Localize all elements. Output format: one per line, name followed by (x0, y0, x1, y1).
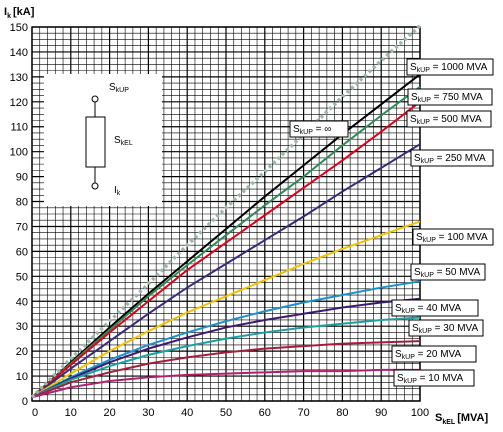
series-line (31, 316, 421, 399)
series-lines (30, 24, 422, 399)
series-line (30, 24, 422, 399)
y-tick-label: 100 (10, 147, 28, 159)
series-label: SkUP = 1000 MVA (410, 62, 488, 74)
plot-frame (31, 26, 421, 402)
y-axis-label: Ik [kA] (4, 6, 35, 20)
series-label: SkUP = 100 MVA (416, 232, 488, 244)
series-label-box (406, 58, 494, 76)
series-label: SkUP = 20 MVA (395, 349, 461, 361)
series-label: SkUP = 10 MVA (397, 373, 463, 385)
x-tick-label: 0 (32, 407, 38, 419)
y-tick-label: 90 (16, 172, 28, 184)
series-label-box (289, 120, 349, 138)
series-line (31, 340, 421, 399)
x-tick-label: 20 (103, 407, 115, 419)
series-label-box (407, 88, 493, 106)
series-label: SkUP = 250 MVA (414, 153, 486, 165)
y-tick-label: 140 (10, 47, 28, 59)
y-tick-label: 120 (10, 97, 28, 109)
x-tick-label: 100 (411, 407, 429, 419)
y-tick-label: 110 (10, 122, 28, 134)
series-label-box (391, 299, 479, 317)
series-label: SkUP = 500 MVA (410, 114, 482, 126)
x-tick-label: 60 (259, 407, 271, 419)
series-label: SkUP = 50 MVA (414, 267, 480, 279)
series-line (31, 143, 421, 399)
inset-impedance (85, 116, 106, 168)
y-tick-label: 30 (16, 321, 28, 333)
series-label-box (393, 369, 475, 387)
y-tick-label: 40 (16, 296, 28, 308)
series-line (31, 101, 421, 399)
inset-terminal-top (91, 95, 99, 103)
series-label-box (408, 319, 484, 337)
x-axis-label: SkEL [MVA] (435, 412, 488, 426)
series-label-box (406, 110, 492, 128)
y-tick-label: 60 (16, 246, 28, 258)
inset-terminal-bottom (91, 182, 99, 190)
x-tick-label: 30 (142, 407, 154, 419)
circuit-inset: SkUP SkEL Ik (44, 74, 162, 206)
series-label: SkUP = ∞ (293, 124, 331, 136)
y-tick-label: 70 (16, 221, 28, 233)
y-tick-label: 80 (16, 197, 28, 209)
y-tick-label: 150 (10, 22, 28, 34)
x-tick-label: 90 (375, 407, 387, 419)
series-line (31, 368, 420, 399)
y-tick-label: 10 (16, 371, 28, 383)
y-tick-label: 20 (16, 346, 28, 358)
x-tick-label: 40 (181, 407, 193, 419)
y-tick-label: 0 (22, 396, 28, 408)
series-label: SkUP = 750 MVA (411, 92, 483, 104)
series-label: SkUP = 40 MVA (395, 303, 461, 315)
series-line (31, 280, 421, 399)
series-line (31, 86, 421, 399)
series-line (31, 220, 421, 399)
x-tick-label: 50 (220, 407, 232, 419)
inset-label-bottom: Ik (114, 185, 121, 197)
y-tick-label: 50 (16, 271, 28, 283)
x-tick-label: 80 (336, 407, 348, 419)
series-label-box (410, 149, 494, 167)
x-tick-label: 10 (65, 407, 77, 419)
inset-label-top: SkUP (109, 82, 129, 94)
series-label-box (410, 263, 486, 281)
series-line (31, 297, 421, 399)
inset-label-mid: SkEL (114, 135, 133, 147)
tick-labels: 0 10 20 30 40 50 60 70 80 90 100 110 120 130 140 150 0 10… (10, 22, 430, 419)
series-labels: SkUP = ∞ SkUP = 1000 MVA SkUP = 750 MVA SkU… (289, 58, 494, 387)
series-line (31, 73, 421, 399)
x-tick-label: 70 (297, 407, 309, 419)
series-label: SkUP = 30 MVA (412, 323, 478, 335)
series-label-box (391, 345, 477, 363)
series-label-box (412, 228, 494, 246)
y-tick-label: 130 (10, 72, 28, 84)
